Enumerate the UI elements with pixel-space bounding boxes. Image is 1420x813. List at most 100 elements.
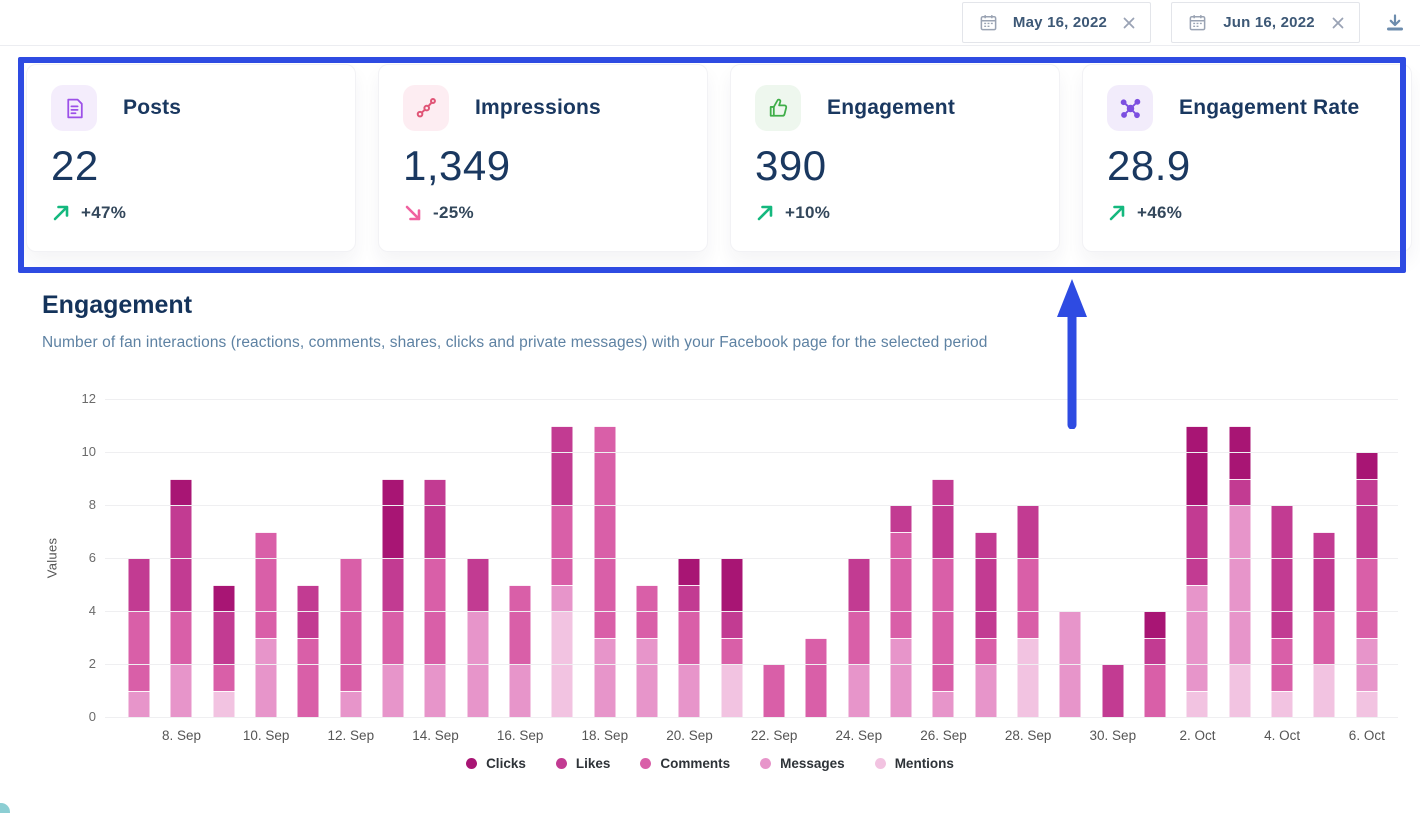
legend-item-mentions[interactable]: Mentions [874, 756, 954, 771]
stacked-bar[interactable] [128, 558, 150, 717]
clear-end-date-icon[interactable] [1331, 16, 1345, 30]
bar-segment-messages[interactable] [170, 664, 192, 717]
bar-segment-comments[interactable] [721, 637, 743, 664]
bar-segment-clicks[interactable] [382, 478, 404, 558]
bar-segment-clicks[interactable] [1144, 611, 1166, 638]
stacked-bar[interactable] [551, 425, 573, 717]
bar-segment-likes[interactable] [1102, 664, 1124, 717]
bar-segment-messages[interactable] [340, 690, 362, 717]
bar-segment-comments[interactable] [551, 505, 573, 585]
bar-segment-messages[interactable] [255, 637, 277, 717]
bar-segment-likes[interactable] [424, 478, 446, 558]
bar-segment-likes[interactable] [213, 611, 235, 664]
bar-segment-messages[interactable] [678, 664, 700, 717]
bar-segment-messages[interactable] [636, 637, 658, 717]
legend-item-clicks[interactable]: Clicks [466, 756, 526, 771]
bar-segment-comments[interactable] [1017, 558, 1039, 638]
stacked-bar[interactable] [721, 558, 743, 717]
stacked-bar[interactable] [848, 558, 870, 717]
bar-segment-messages[interactable] [128, 690, 150, 717]
bar-segment-clicks[interactable] [213, 584, 235, 611]
bar-segment-comments[interactable] [805, 637, 827, 717]
bar-segment-likes[interactable] [1229, 478, 1251, 505]
bar-segment-likes[interactable] [975, 531, 997, 638]
stacked-bar[interactable] [170, 478, 192, 717]
date-picker-end[interactable]: Jun 16, 2022 [1171, 2, 1360, 43]
bar-segment-messages[interactable] [424, 664, 446, 717]
bar-segment-comments[interactable] [848, 611, 870, 664]
stacked-bar[interactable] [340, 558, 362, 717]
stacked-bar[interactable] [594, 425, 616, 717]
stacked-bar[interactable] [932, 478, 954, 717]
bar-segment-likes[interactable] [721, 611, 743, 638]
bar-segment-comments[interactable] [1144, 664, 1166, 717]
bar-segment-messages[interactable] [975, 664, 997, 717]
legend-item-messages[interactable]: Messages [760, 756, 845, 771]
bar-segment-messages[interactable] [932, 690, 954, 717]
bar-segment-likes[interactable] [848, 558, 870, 611]
bar-segment-likes[interactable] [678, 584, 700, 611]
stacked-bar[interactable] [1017, 505, 1039, 717]
bar-segment-comments[interactable] [170, 611, 192, 664]
bar-segment-mentions[interactable] [1271, 690, 1293, 717]
bar-segment-comments[interactable] [255, 531, 277, 638]
bar-segment-messages[interactable] [551, 584, 573, 611]
bar-segment-likes[interactable] [890, 505, 912, 532]
bar-segment-mentions[interactable] [1186, 690, 1208, 717]
stacked-bar[interactable] [1356, 452, 1378, 717]
bar-segment-clicks[interactable] [1356, 452, 1378, 479]
bar-segment-mentions[interactable] [1313, 664, 1335, 717]
bar-segment-comments[interactable] [763, 664, 785, 717]
bar-segment-comments[interactable] [382, 611, 404, 664]
bar-segment-comments[interactable] [678, 611, 700, 664]
stacked-bar[interactable] [636, 584, 658, 717]
bar-segment-clicks[interactable] [1186, 425, 1208, 505]
legend-item-comments[interactable]: Comments [640, 756, 730, 771]
stacked-bar[interactable] [1313, 531, 1335, 717]
bar-segment-likes[interactable] [382, 558, 404, 611]
bar-segment-clicks[interactable] [721, 558, 743, 611]
stacked-bar[interactable] [678, 558, 700, 717]
bar-segment-messages[interactable] [848, 664, 870, 717]
bar-segment-comments[interactable] [340, 558, 362, 691]
stacked-bar[interactable] [763, 664, 785, 717]
bar-segment-comments[interactable] [1356, 558, 1378, 638]
bar-segment-comments[interactable] [594, 425, 616, 638]
bar-segment-likes[interactable] [551, 425, 573, 505]
bar-segment-comments[interactable] [213, 664, 235, 691]
bar-segment-messages[interactable] [1186, 584, 1208, 691]
stacked-bar[interactable] [213, 584, 235, 717]
bar-segment-messages[interactable] [890, 637, 912, 717]
bar-segment-messages[interactable] [509, 664, 531, 717]
date-picker-start[interactable]: May 16, 2022 [962, 2, 1151, 43]
bar-segment-comments[interactable] [128, 611, 150, 691]
bar-segment-comments[interactable] [975, 637, 997, 664]
clear-start-date-icon[interactable] [1122, 16, 1136, 30]
bar-segment-clicks[interactable] [170, 478, 192, 505]
stacked-bar[interactable] [297, 584, 319, 717]
bar-segment-likes[interactable] [128, 558, 150, 611]
chat-widget-corner[interactable] [0, 803, 10, 813]
bar-segment-likes[interactable] [467, 558, 489, 611]
bar-segment-likes[interactable] [932, 478, 954, 558]
download-icon[interactable] [1384, 12, 1406, 34]
stacked-bar[interactable] [1229, 425, 1251, 717]
stacked-bar[interactable] [382, 478, 404, 717]
bar-segment-likes[interactable] [1017, 505, 1039, 558]
bar-segment-likes[interactable] [1356, 478, 1378, 558]
bar-segment-clicks[interactable] [678, 558, 700, 585]
bar-segment-likes[interactable] [1144, 637, 1166, 664]
stacked-bar[interactable] [467, 558, 489, 717]
stacked-bar[interactable] [255, 531, 277, 717]
stacked-bar[interactable] [424, 478, 446, 717]
stacked-bar[interactable] [1186, 425, 1208, 717]
bar-segment-mentions[interactable] [213, 690, 235, 717]
bar-segment-mentions[interactable] [1229, 664, 1251, 717]
bar-segment-comments[interactable] [509, 584, 531, 664]
bar-segment-messages[interactable] [594, 637, 616, 717]
bar-segment-likes[interactable] [1271, 505, 1293, 638]
bar-segment-comments[interactable] [890, 531, 912, 638]
bar-segment-comments[interactable] [1313, 611, 1335, 664]
stacked-bar[interactable] [1144, 611, 1166, 717]
bar-segment-likes[interactable] [1186, 505, 1208, 585]
